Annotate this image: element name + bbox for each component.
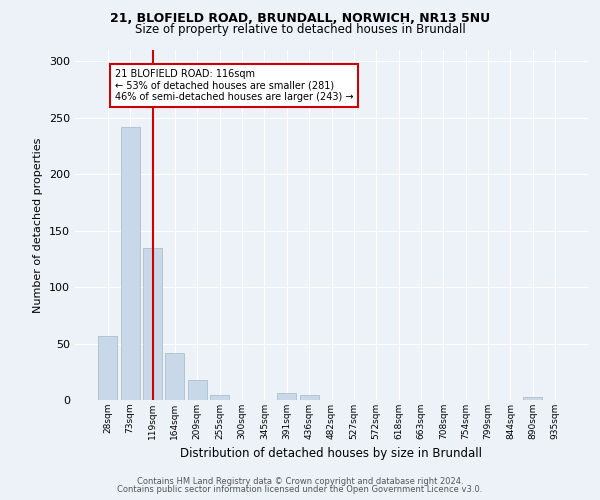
Bar — [121, 127, 140, 400]
Bar — [210, 396, 229, 400]
Bar — [166, 352, 184, 400]
Text: Contains HM Land Registry data © Crown copyright and database right 2024.: Contains HM Land Registry data © Crown c… — [137, 477, 463, 486]
X-axis label: Distribution of detached houses by size in Brundall: Distribution of detached houses by size … — [181, 448, 482, 460]
Bar — [277, 393, 296, 400]
Text: Contains public sector information licensed under the Open Government Licence v3: Contains public sector information licen… — [118, 485, 482, 494]
Bar — [98, 336, 118, 400]
Text: 21 BLOFIELD ROAD: 116sqm
← 53% of detached houses are smaller (281)
46% of semi-: 21 BLOFIELD ROAD: 116sqm ← 53% of detach… — [115, 69, 353, 102]
Text: Size of property relative to detached houses in Brundall: Size of property relative to detached ho… — [134, 22, 466, 36]
Bar — [523, 396, 542, 400]
Bar — [143, 248, 162, 400]
Text: 21, BLOFIELD ROAD, BRUNDALL, NORWICH, NR13 5NU: 21, BLOFIELD ROAD, BRUNDALL, NORWICH, NR… — [110, 12, 490, 26]
Y-axis label: Number of detached properties: Number of detached properties — [34, 138, 43, 312]
Bar — [299, 396, 319, 400]
Bar — [188, 380, 207, 400]
